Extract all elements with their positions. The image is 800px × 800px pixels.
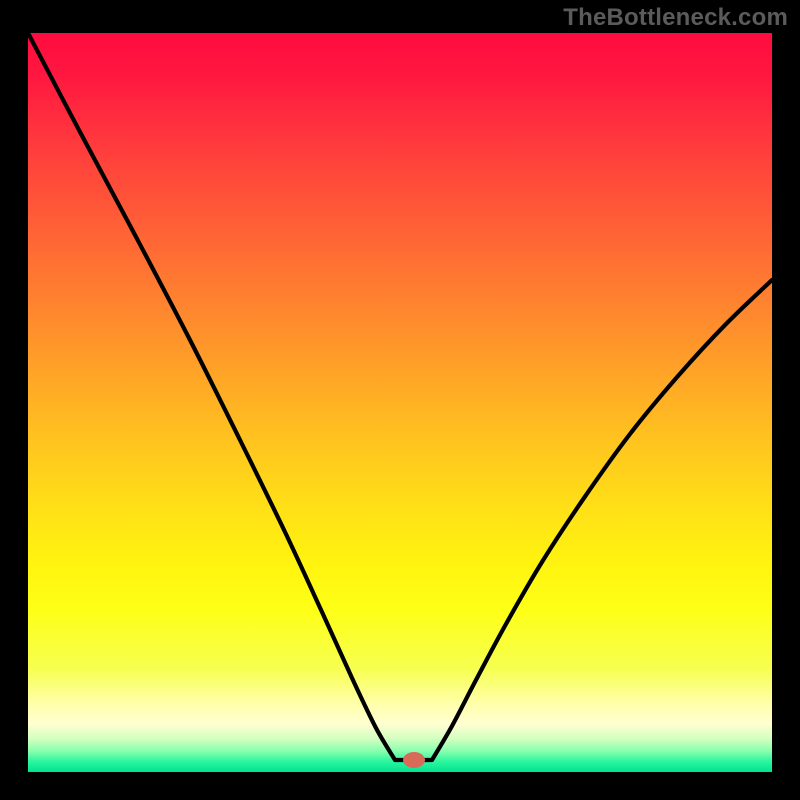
optimum-marker	[403, 752, 425, 768]
bottleneck-chart	[0, 0, 800, 800]
watermark-text: TheBottleneck.com	[563, 4, 788, 32]
plot-background	[28, 33, 772, 772]
